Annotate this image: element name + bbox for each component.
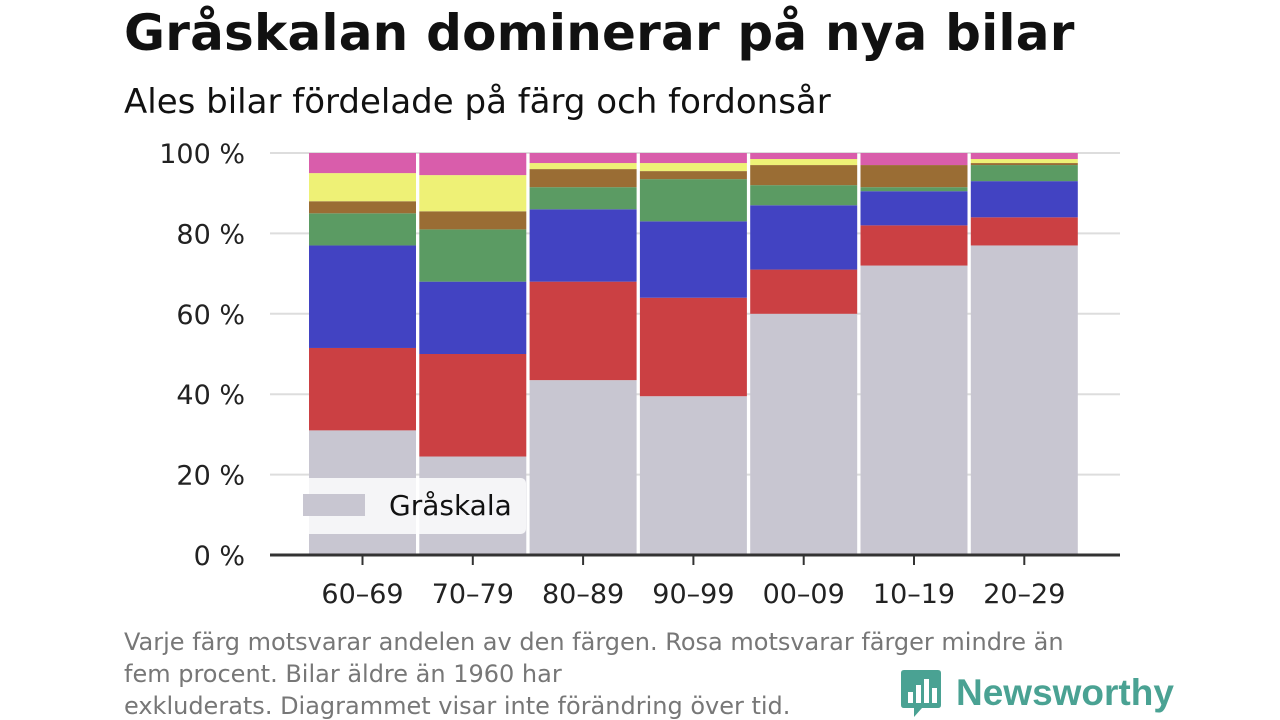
bar-segment — [750, 205, 858, 270]
bar-segment — [419, 281, 527, 354]
x-tick-label: 90–99 — [652, 579, 734, 610]
y-tick-label: 40 % — [176, 380, 245, 411]
chart-title: Gråskalan dominerar på nya bilar — [124, 4, 1075, 62]
bar-segment — [860, 225, 968, 266]
x-tick-label: 20–29 — [983, 579, 1065, 610]
bar-segment — [639, 297, 747, 397]
y-tick-label: 0 % — [194, 541, 245, 572]
bar-segment — [970, 163, 1078, 166]
footnote-line: Varje färg motsvarar andelen av den färg… — [124, 628, 1064, 656]
brand-logo: Newsworthy — [900, 668, 1174, 718]
bar-segment — [309, 213, 416, 246]
bar-segment — [309, 347, 416, 431]
bar-segment — [860, 165, 968, 188]
bar-segment — [529, 187, 637, 210]
chart-subtitle: Ales bilar fördelade på färg och fordons… — [124, 82, 831, 122]
bar-segment — [419, 211, 527, 230]
x-tick-label: 80–89 — [542, 579, 624, 610]
bar-segment — [970, 217, 1078, 246]
y-axis-ticks: 0 % 20 % 40 % 60 % 80 % 100 % — [159, 139, 245, 572]
bar-segment — [529, 380, 637, 555]
bar-segment — [309, 153, 416, 174]
bar-segment — [419, 153, 527, 176]
bar-segment — [860, 153, 968, 166]
bar-segment — [419, 229, 527, 282]
bar-segment — [970, 153, 1078, 160]
bar-segment — [860, 265, 968, 555]
x-tick-label: 70–79 — [432, 579, 514, 610]
bar-segment — [529, 169, 637, 188]
bar-segment — [750, 313, 858, 555]
y-tick-label: 20 % — [176, 461, 245, 492]
bar-segment — [419, 175, 527, 212]
y-tick-label: 100 % — [159, 139, 245, 170]
bar-segment — [639, 153, 747, 164]
x-tick-label: 60–69 — [321, 579, 403, 610]
bar-segment — [970, 165, 1078, 182]
bar-segment — [639, 163, 747, 172]
brand-name: Newsworthy — [956, 672, 1174, 713]
legend-box — [289, 478, 526, 534]
bar-segment — [529, 153, 637, 164]
footnote: Varje färg motsvarar andelen av den färg… — [124, 626, 1144, 720]
bar-segment — [970, 245, 1078, 555]
footnote-line: fem procent. Bilar äldre än 1960 har — [124, 660, 562, 688]
bar-segment — [529, 209, 637, 282]
y-tick-label: 60 % — [176, 300, 245, 331]
legend: Gråskala — [289, 478, 526, 534]
legend-swatch — [303, 494, 365, 516]
bar-segment — [860, 187, 968, 192]
y-tick-label: 80 % — [176, 219, 245, 250]
x-tick-label: 10–19 — [873, 579, 955, 610]
bar-segment — [639, 396, 747, 555]
bar-segment — [309, 173, 416, 202]
bar-segment — [419, 354, 527, 457]
bar-segment — [639, 171, 747, 180]
bar-segment — [750, 269, 858, 314]
bar-segment — [750, 185, 858, 206]
legend-label: Gråskala — [389, 489, 512, 522]
bar-chart-speech-bubble-icon — [901, 670, 941, 717]
bar-segment — [639, 179, 747, 222]
bar-segment — [309, 201, 416, 214]
footnote-line: exkluderats. Diagrammet visar inte förän… — [124, 692, 791, 720]
bar-segment — [639, 221, 747, 298]
bar-segment — [529, 281, 637, 381]
bar-segment — [750, 165, 858, 186]
bar-segment — [529, 163, 637, 170]
bar-segment — [309, 245, 416, 348]
x-tick-label: 00–09 — [763, 579, 845, 610]
bar-segment — [860, 191, 968, 226]
x-axis-ticks: 60–69 70–79 80–89 90–99 00–09 10–19 20–29 — [321, 555, 1065, 610]
bar-segment — [750, 159, 858, 166]
bar-segment — [750, 153, 858, 160]
bar-segment — [970, 159, 1078, 164]
bar-segment — [970, 181, 1078, 218]
